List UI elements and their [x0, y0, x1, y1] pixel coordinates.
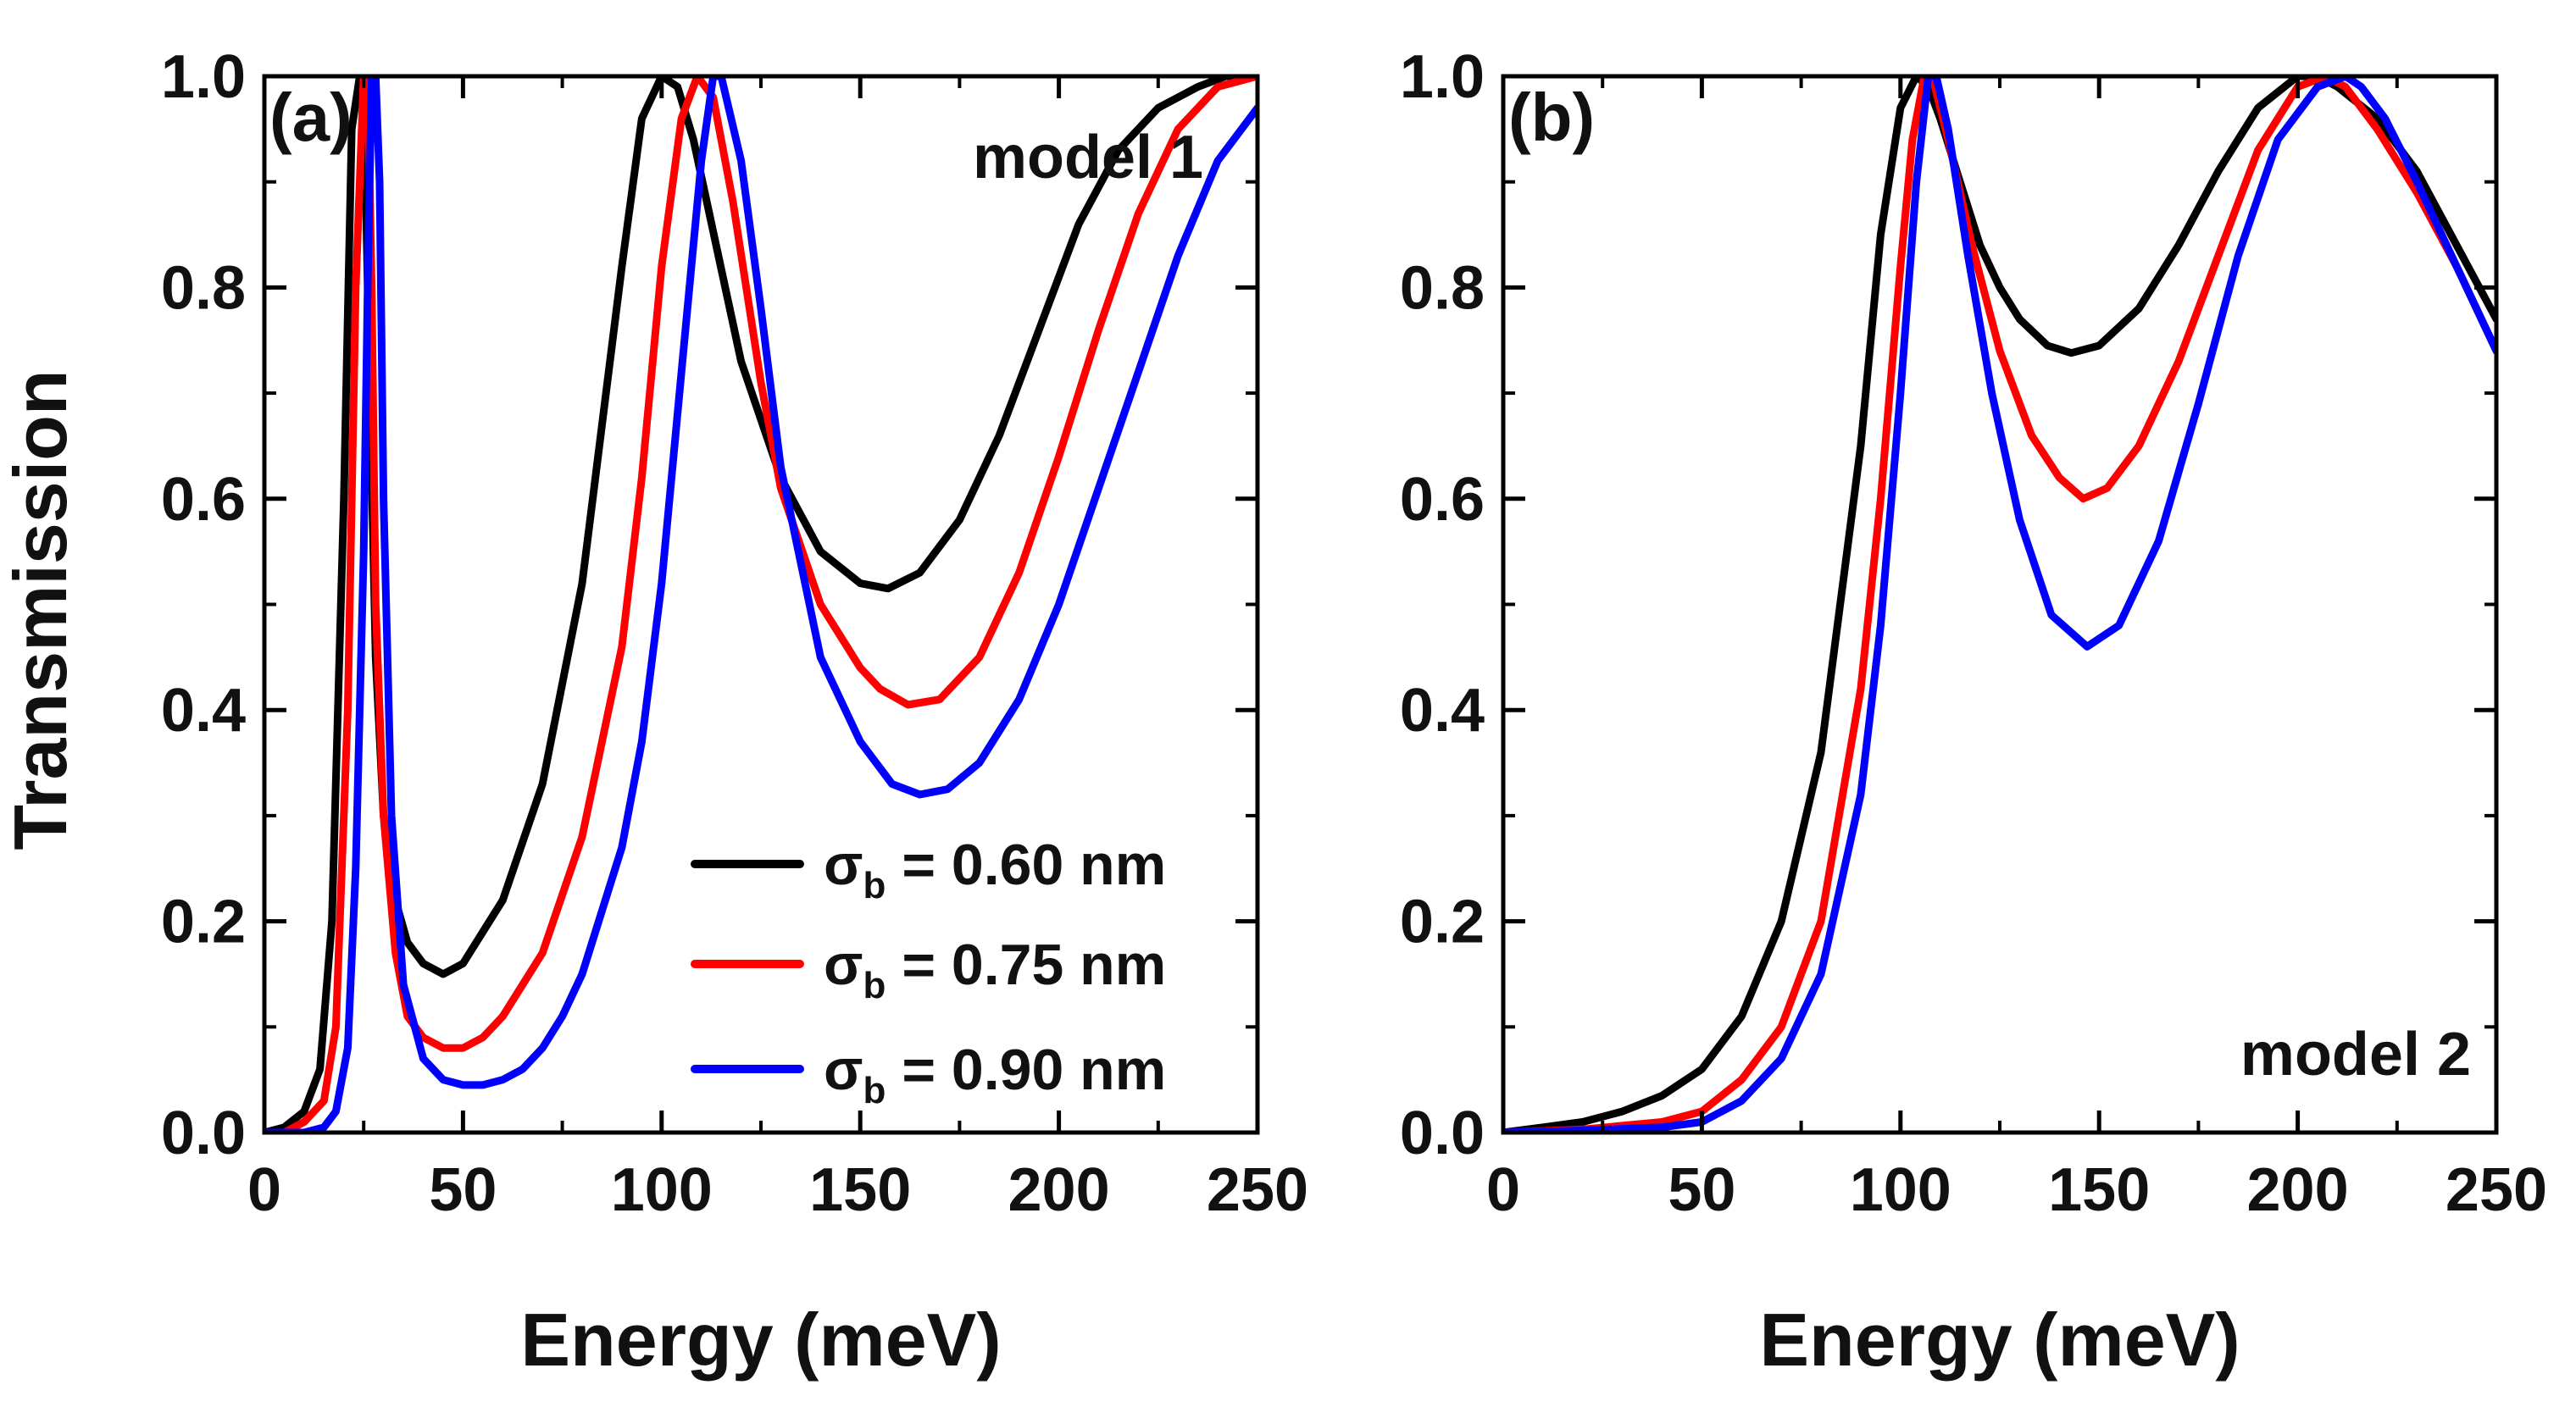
x-tick-label: 0 — [247, 1156, 281, 1224]
series-line-1 — [264, 76, 1257, 1133]
x-tick-label: 50 — [429, 1156, 497, 1224]
series-group — [264, 76, 1257, 1133]
x-tick-label: 150 — [2048, 1156, 2150, 1224]
model-label: model 1 — [973, 124, 1203, 191]
y-tick-label: 1.0 — [161, 43, 246, 111]
y-tick-label: 0.8 — [1400, 254, 1485, 322]
series-group — [1503, 76, 2496, 1133]
y-tick-label: 0.8 — [161, 254, 246, 322]
y-tick-label: 0.6 — [1400, 466, 1485, 534]
x-tick-label: 100 — [1850, 1156, 1951, 1224]
legend-entry: σb = 0.60 nm — [824, 833, 1166, 906]
model-label: model 2 — [2240, 1021, 2471, 1088]
y-tick-label: 0.4 — [161, 677, 246, 745]
panel-b: 0 50 100 150 200 250 0.0 0.2 0.4 0.6 0.8 1.0 Energy … — [1400, 43, 2547, 1382]
y-tick-label: 0.0 — [1400, 1100, 1485, 1167]
y-axis-label: Transmission — [0, 369, 82, 850]
series-line-2 — [264, 76, 1257, 1133]
x-axis-label: Energy (meV) — [1759, 1298, 2240, 1382]
panel-label: (a) — [269, 80, 353, 155]
x-tick-label: 200 — [2247, 1156, 2349, 1224]
y-tick-label: 1.0 — [1400, 43, 1485, 111]
legend-entry: σb = 0.90 nm — [824, 1038, 1166, 1111]
x-tick-label: 250 — [1207, 1156, 1308, 1224]
legend: σb = 0.60 nm σb = 0.75 nm σb = 0.90 nm — [691, 833, 1166, 1111]
x-axis-label: Energy (meV) — [520, 1298, 1001, 1382]
series-line-3 — [1503, 76, 2496, 1133]
x-tick-label: 50 — [1668, 1156, 1735, 1224]
x-tick-label: 0 — [1486, 1156, 1520, 1224]
panel-label: (b) — [1508, 80, 1595, 155]
series-line-3 — [264, 76, 1257, 1133]
y-tick-label: 0.2 — [1400, 889, 1485, 956]
y-tick-label: 0.0 — [161, 1100, 246, 1167]
panel-a: 0 50 100 150 200 250 0.0 0.2 0.4 0.6 0.8 1.0 Energy … — [161, 43, 1308, 1382]
y-tick-label: 0.6 — [161, 466, 246, 534]
x-tick-label: 250 — [2446, 1156, 2547, 1224]
y-tick-label: 0.4 — [1400, 677, 1485, 745]
x-tick-label: 150 — [809, 1156, 911, 1224]
series-line-1 — [1503, 76, 2496, 1133]
y-tick-label: 0.2 — [161, 889, 246, 956]
series-line-2 — [1503, 76, 2496, 1133]
x-tick-label: 200 — [1008, 1156, 1110, 1224]
x-tick-label: 100 — [611, 1156, 713, 1224]
legend-entry: σb = 0.75 nm — [824, 933, 1166, 1006]
